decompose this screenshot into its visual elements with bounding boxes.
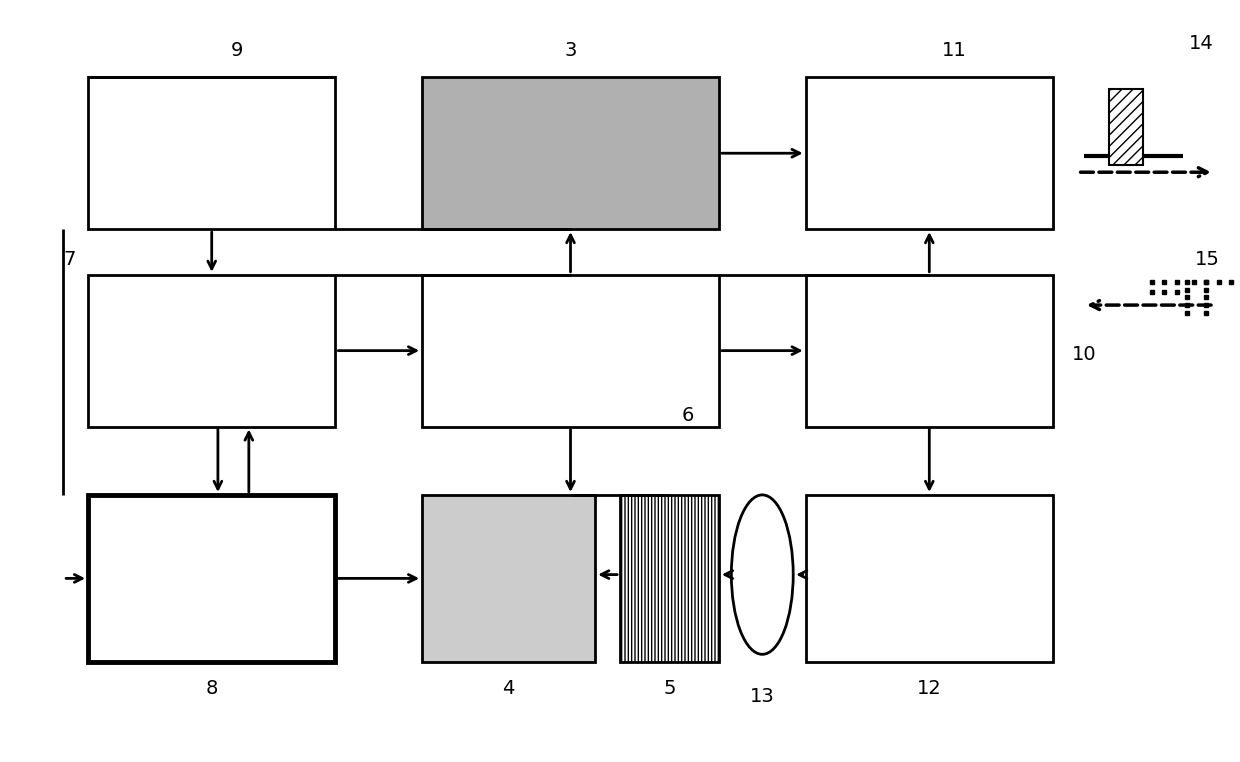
Text: 13: 13 <box>750 687 775 706</box>
Text: 4: 4 <box>502 679 515 698</box>
Text: 3: 3 <box>564 41 577 60</box>
Bar <box>620 495 719 662</box>
Text: 6: 6 <box>682 405 694 424</box>
Bar <box>88 275 336 427</box>
Bar <box>806 77 1053 229</box>
Text: 10: 10 <box>1071 345 1096 364</box>
Text: 11: 11 <box>941 41 966 60</box>
Ellipse shape <box>732 495 794 655</box>
Text: 7: 7 <box>63 250 76 269</box>
Text: 9: 9 <box>231 41 243 60</box>
Bar <box>806 495 1053 662</box>
Bar <box>88 495 336 662</box>
Text: 14: 14 <box>1189 34 1214 53</box>
Bar <box>422 275 719 427</box>
Text: 12: 12 <box>916 679 941 698</box>
Bar <box>422 77 719 229</box>
Text: 15: 15 <box>1195 250 1220 269</box>
Bar <box>88 77 336 229</box>
Text: 5: 5 <box>663 679 676 698</box>
Bar <box>1109 88 1143 165</box>
Text: 8: 8 <box>206 679 218 698</box>
Bar <box>806 275 1053 427</box>
Bar <box>422 495 595 662</box>
